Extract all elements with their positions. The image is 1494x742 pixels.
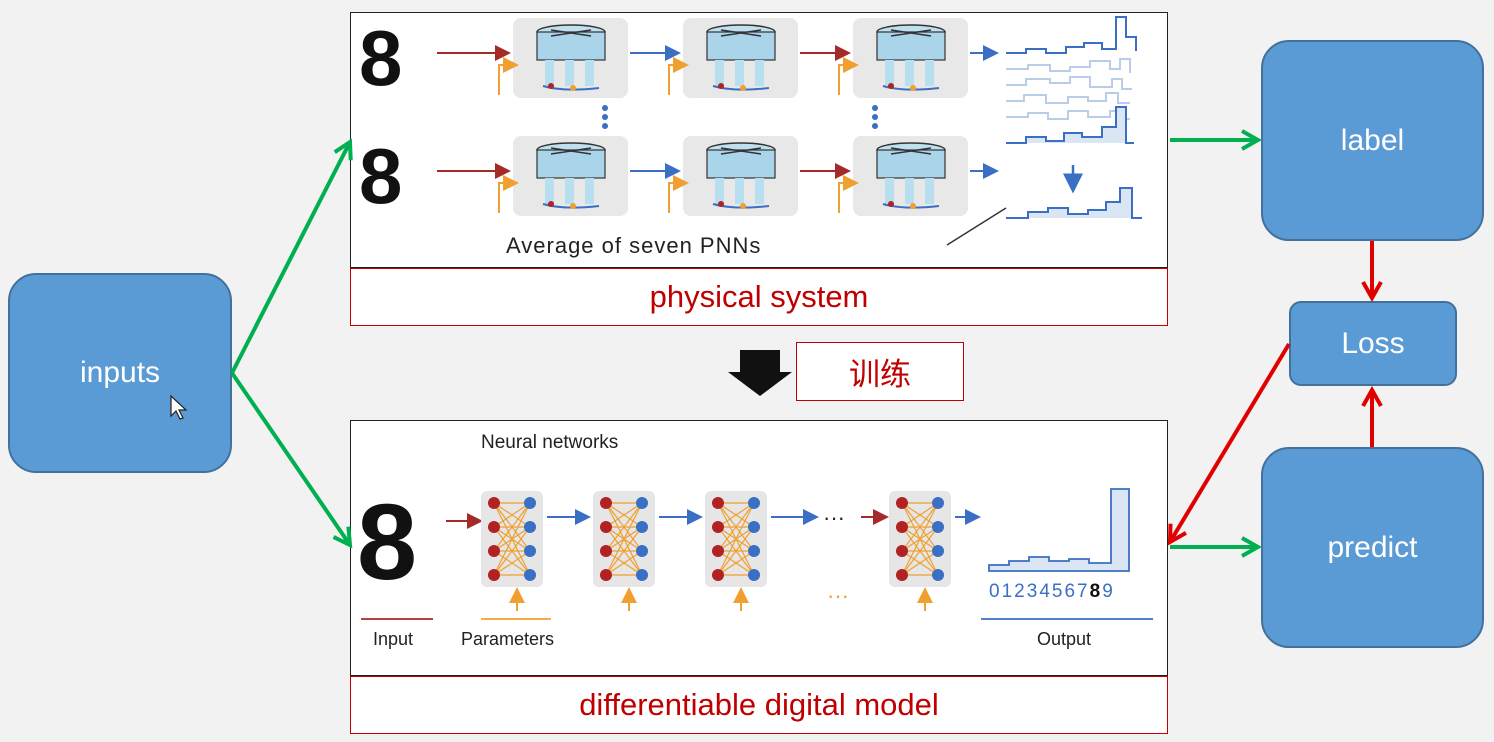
average-caption: Average of seven PNNs xyxy=(506,233,761,258)
layers-ellipsis: ··· xyxy=(823,505,845,530)
svg-text:8: 8 xyxy=(357,481,417,602)
arrow-inputs-to-digital xyxy=(230,371,350,545)
arrow-loss-to-digital xyxy=(1170,342,1291,542)
neural-network-figure: Neural networks 8 ··· ··· 0123456789 Inp… xyxy=(357,432,1153,649)
loss-node: Loss xyxy=(1289,301,1457,386)
parameters-label: Parameters xyxy=(461,629,554,649)
input-label: Input xyxy=(373,629,413,649)
physical-system-caption: physical system xyxy=(350,268,1168,326)
neural-networks-title: Neural networks xyxy=(481,432,618,453)
output-digits: 0123456789 xyxy=(989,581,1115,602)
arrow-inputs-to-physical xyxy=(230,142,350,374)
digital-model-caption: differentiable digital model xyxy=(350,676,1168,734)
parameters-ellipsis: ··· xyxy=(827,583,849,608)
vertical-ellipsis-icon xyxy=(602,105,878,129)
digital-model-panel: Neural networks 8 ··· ··· 0123456789 Inp… xyxy=(350,420,1168,676)
pnn-pipeline-figure: 8 xyxy=(351,13,1142,258)
label-node: label xyxy=(1261,40,1484,241)
physical-system-panel: 8 xyxy=(350,12,1168,268)
predict-node: predict xyxy=(1261,447,1484,648)
mouse-cursor-icon xyxy=(170,394,188,420)
output-label: Output xyxy=(1037,629,1091,649)
inputs-node: inputs xyxy=(8,273,232,473)
training-label: 训练 xyxy=(796,342,964,401)
down-arrow-icon xyxy=(728,350,792,396)
